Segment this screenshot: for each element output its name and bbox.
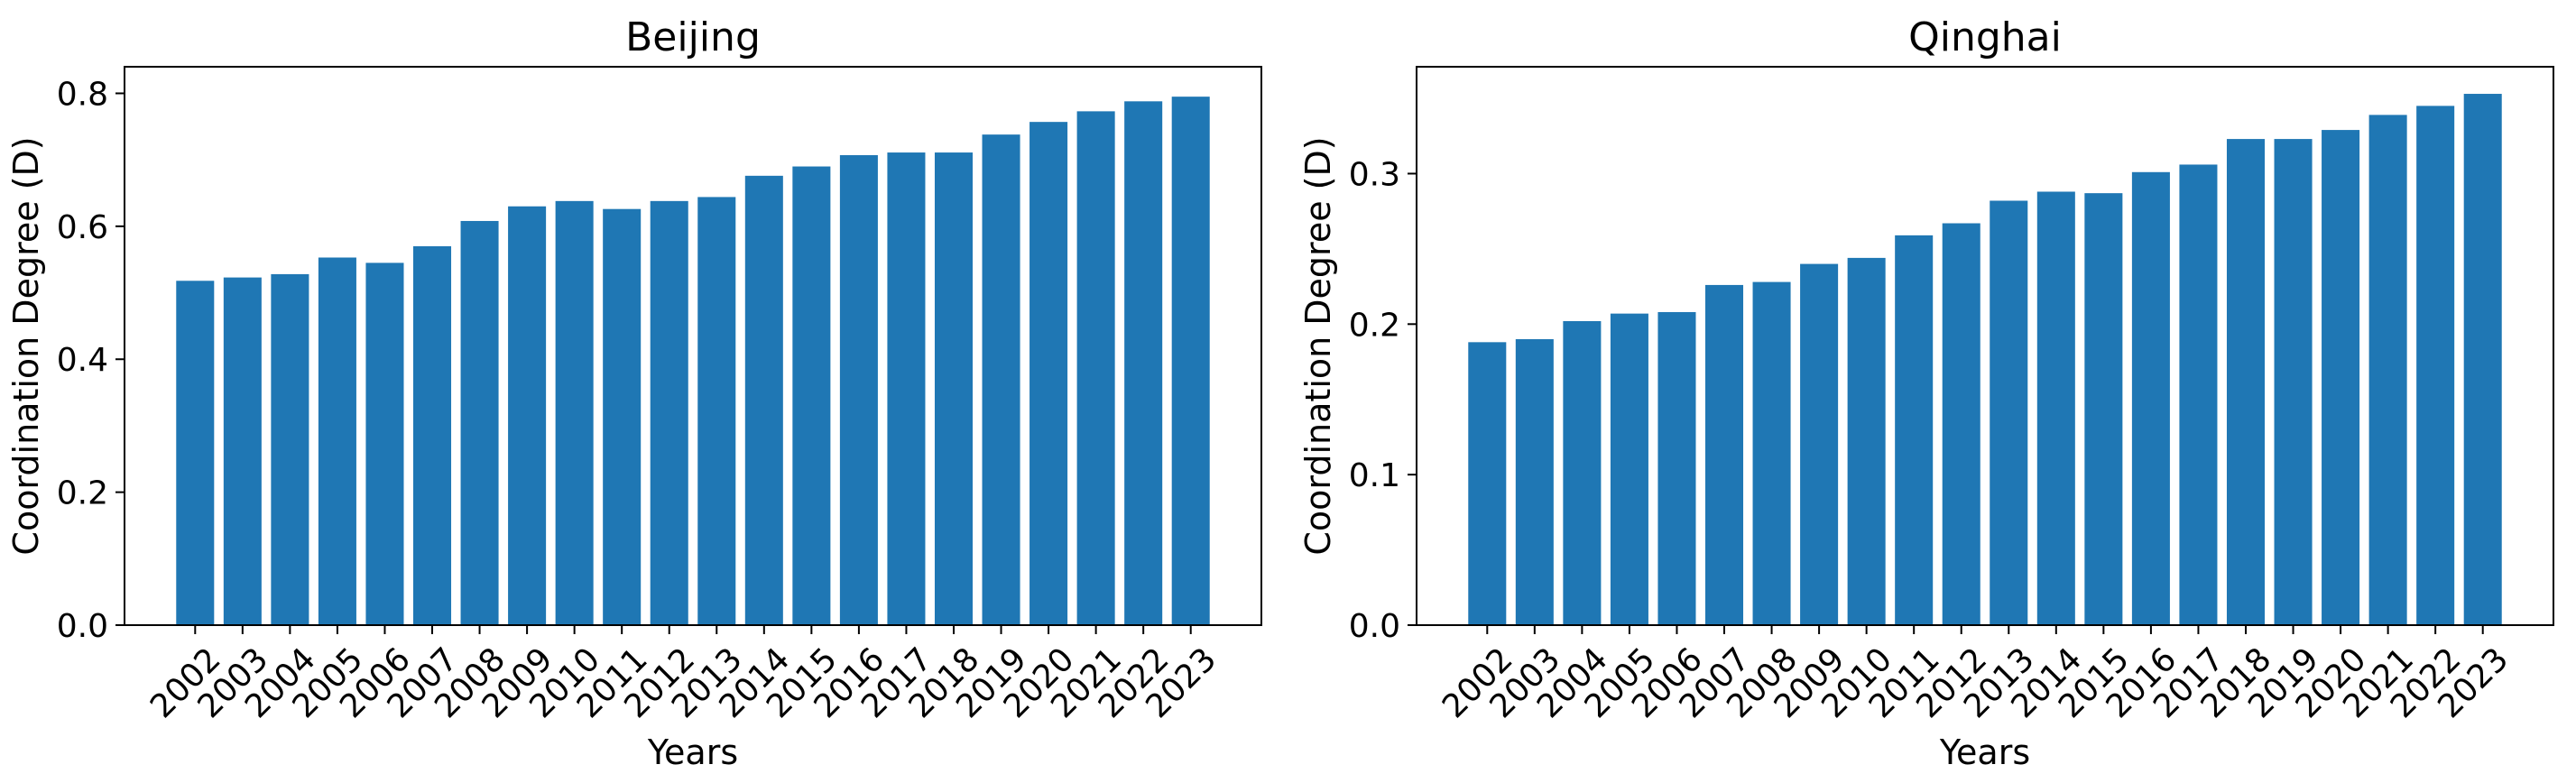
bar-2004: [271, 273, 309, 625]
bar-2013: [1990, 200, 2028, 625]
bar-2020: [2322, 130, 2360, 626]
x-axis-label: Years: [647, 732, 738, 772]
y-tick-label: 0.1: [1349, 457, 1400, 494]
bar-2019: [982, 134, 1020, 625]
bar-2020: [1029, 122, 1068, 626]
bar-2011: [1895, 235, 1934, 625]
bar-2009: [508, 206, 547, 625]
chart-title: Qinghai: [1908, 14, 2062, 60]
bars: [1468, 94, 2502, 626]
bar-2014: [744, 175, 783, 625]
bar-2005: [318, 257, 356, 625]
axes-frame: [124, 66, 1262, 626]
chart-title: Beijing: [625, 14, 761, 60]
y-axis-label: Coordination Degree (D): [1298, 136, 1338, 555]
bar-2008: [1752, 281, 1791, 625]
bar-2010: [1847, 257, 1886, 625]
bar-2004: [1563, 320, 1602, 625]
bar-2007: [1704, 284, 1744, 625]
y-tick-label: 0.6: [57, 209, 108, 246]
bar-2015: [2084, 193, 2123, 625]
bar-2015: [792, 166, 831, 626]
bar-2006: [1657, 311, 1696, 625]
bar-2022: [1124, 101, 1163, 626]
bar-2007: [412, 245, 452, 625]
chart-panel-qinghai: 0.00.10.20.32002200320042005200620072008…: [1298, 14, 2554, 772]
bar-2003: [1515, 338, 1554, 625]
chart-panel-beijing: 0.00.20.40.60.82002200320042005200620072…: [6, 14, 1262, 772]
bar-2021: [1076, 111, 1115, 625]
bar-2016: [2131, 171, 2170, 625]
bar-2016: [839, 155, 878, 626]
y-tick-label: 0.2: [1349, 307, 1400, 344]
bar-2013: [697, 197, 736, 625]
bar-2023: [1171, 97, 1210, 626]
y-tick-label: 0.8: [57, 76, 108, 113]
bars: [176, 97, 1210, 626]
y-tick-label: 0.2: [57, 475, 108, 512]
bar-2005: [1610, 313, 1648, 625]
bar-2017: [2179, 164, 2218, 625]
bar-2014: [2036, 191, 2075, 625]
bar-2022: [2416, 106, 2455, 625]
bar-2006: [365, 263, 404, 625]
bar-2011: [603, 208, 642, 625]
bar-2023: [2463, 94, 2502, 625]
bar-2018: [2226, 139, 2266, 626]
y-tick-label: 0.0: [57, 608, 108, 645]
y-tick-label: 0.4: [57, 342, 108, 379]
axes-frame: [1416, 66, 2554, 626]
y-tick-label: 0.0: [1349, 608, 1400, 645]
y-tick-label: 0.3: [1349, 156, 1400, 193]
bar-2003: [223, 277, 262, 625]
bar-2010: [555, 200, 594, 625]
bar-2002: [176, 281, 215, 625]
y-axis-label: Coordination Degree (D): [6, 136, 46, 555]
bar-2017: [887, 152, 926, 625]
x-axis-label: Years: [1939, 732, 2030, 772]
bar-2008: [460, 220, 499, 625]
bar-2012: [650, 200, 688, 625]
bar-2012: [1942, 223, 1980, 626]
bar-2021: [2368, 115, 2407, 625]
bar-2018: [934, 152, 974, 625]
bar-2002: [1468, 342, 1507, 625]
bar-2009: [1800, 263, 1839, 625]
bar-2019: [2274, 139, 2313, 626]
